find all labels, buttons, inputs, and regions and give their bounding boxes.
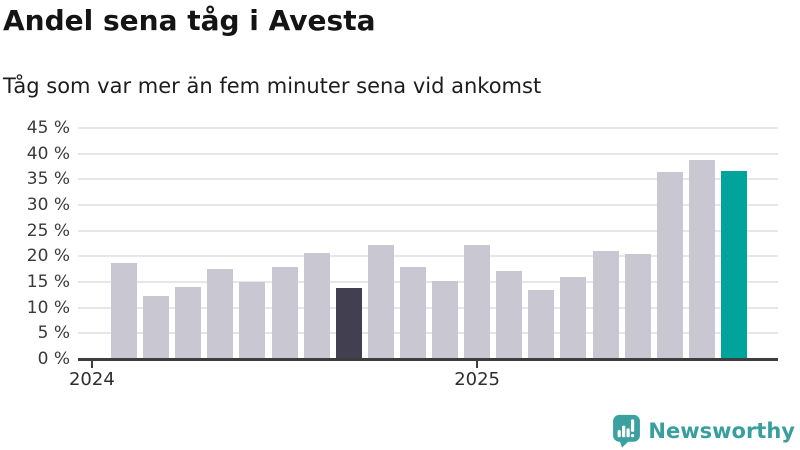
bar xyxy=(464,245,491,359)
x-axis-label: 2025 xyxy=(454,369,500,390)
y-axis-label: 25 % xyxy=(26,220,70,241)
bar xyxy=(143,295,170,359)
chart-title: Andel sena tåg i Avesta xyxy=(3,4,376,37)
chart-subtitle: Tåg som var mer än fem minuter sena vid … xyxy=(3,74,542,98)
newsworthy-chart-bubble-icon xyxy=(613,414,641,448)
y-axis-label: 20 % xyxy=(26,246,70,267)
x-axis-label: 2024 xyxy=(68,369,115,390)
y-axis-label: 10 % xyxy=(26,297,70,318)
bar xyxy=(239,282,266,359)
y-axis-label: 5 % xyxy=(37,323,70,344)
bar-highlight-latest xyxy=(720,170,747,359)
bar-highlight-dark xyxy=(335,287,362,359)
gridline xyxy=(78,229,778,232)
bar xyxy=(303,253,330,359)
bar xyxy=(271,266,298,359)
y-axis-label: 0 % xyxy=(37,349,70,369)
bar xyxy=(175,286,202,359)
bar xyxy=(688,159,715,359)
bar xyxy=(560,276,587,359)
x-axis-tick xyxy=(476,360,479,368)
gridline xyxy=(78,127,778,129)
gridline xyxy=(78,306,778,309)
gridline xyxy=(78,178,778,181)
y-axis-label: 45 % xyxy=(26,118,70,138)
y-axis-label: 15 % xyxy=(26,272,70,292)
gridline xyxy=(78,281,778,283)
newsworthy-logo: Newsworthy xyxy=(612,413,795,449)
bar xyxy=(367,245,394,359)
bar xyxy=(432,280,458,359)
bar xyxy=(528,289,555,359)
y-axis-label: 35 % xyxy=(26,169,70,190)
y-axis-label: 30 % xyxy=(26,195,70,215)
x-axis-tick xyxy=(90,360,93,368)
bar xyxy=(207,269,234,359)
bar-chart: 0 % 5 % 10 % 15 % 20 % 25 % 30 % 35 % 40 % 45 % 20… xyxy=(0,110,800,410)
gridline xyxy=(78,255,778,258)
bar xyxy=(624,254,651,359)
bar xyxy=(592,250,619,359)
gridline xyxy=(78,332,778,335)
gridline xyxy=(78,152,778,155)
y-axis-label: 40 % xyxy=(26,143,70,164)
bar xyxy=(399,266,426,359)
x-axis-line xyxy=(78,358,778,361)
bar xyxy=(111,263,137,359)
gridline xyxy=(78,204,778,206)
newsworthy-wordmark: Newsworthy xyxy=(648,419,795,443)
bar xyxy=(656,172,683,359)
bar xyxy=(496,270,523,359)
